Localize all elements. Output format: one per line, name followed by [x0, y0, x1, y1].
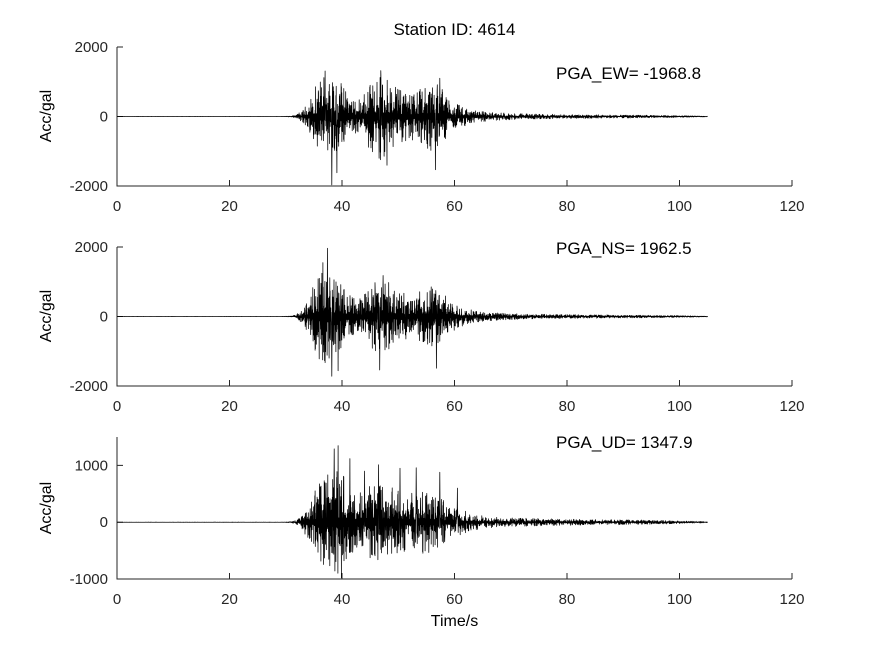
pga-annotation-ew: PGA_EW= -1968.8: [556, 64, 702, 83]
ew-xtick-label: 0: [113, 198, 121, 215]
ew-ytick-label: 2000: [75, 39, 108, 56]
ew-xtick-label: 80: [559, 198, 576, 215]
ns-xtick-label: 40: [334, 398, 351, 415]
ew-trace: [116, 70, 708, 186]
ns-ytick-label: 2000: [75, 239, 108, 256]
figure-title: Station ID: 4614: [393, 20, 516, 39]
ud-xtick-label: 20: [221, 591, 238, 608]
ud-xtick-label: 100: [667, 591, 692, 608]
ud-xtick-label: 40: [334, 591, 351, 608]
ns-xtick-label: 0: [113, 398, 121, 415]
y-axis-label-ud-text: Acc/gal: [38, 481, 55, 535]
ud-xtick-label: 120: [779, 591, 804, 608]
ud-ytick-label: 1000: [75, 457, 108, 474]
ns-ytick-label: 0: [100, 309, 108, 326]
ns-trace: [116, 247, 708, 377]
ns-xtick-label: 100: [667, 398, 692, 415]
pga-annotation-ud: PGA_UD= 1347.9: [556, 433, 693, 452]
ns-ytick-label: -2000: [70, 378, 108, 395]
ud-xtick-label: 60: [446, 591, 463, 608]
ud-ytick-label: -1000: [70, 571, 108, 588]
ns-subplot: -2000 0 2000 0 20 40 60 80 100 120: [70, 239, 805, 415]
ud-axes: [116, 437, 793, 580]
ew-xtick-label: 20: [221, 198, 238, 215]
ew-ytick-label: 0: [100, 109, 108, 126]
ew-xtick-label: 60: [446, 198, 463, 215]
ew-xtick-label: 40: [334, 198, 351, 215]
ew-ytick-label: -2000: [70, 178, 108, 195]
ew-xtick-label: 120: [779, 198, 804, 215]
x-axis-label: Time/s: [430, 613, 479, 630]
ud-trace: [116, 445, 708, 579]
ud-ytick-label: 0: [100, 514, 108, 531]
ew-subplot: -2000 0 2000 0 20 40 60 80 100 120: [70, 39, 805, 215]
ns-xtick-label: 60: [446, 398, 463, 415]
ud-subplot: -1000 0 1000 0 20 40 60 80 100 120: [70, 437, 805, 608]
ud-xtick-label: 80: [559, 591, 576, 608]
y-axis-label-ns-text: Acc/gal: [38, 289, 55, 343]
y-axis-label-ew-text: Acc/gal: [38, 89, 55, 143]
ew-xtick-label: 100: [667, 198, 692, 215]
ns-xtick-label: 80: [559, 398, 576, 415]
ns-xtick-label: 120: [779, 398, 804, 415]
ns-xtick-label: 20: [221, 398, 238, 415]
pga-annotation-ns: PGA_NS= 1962.5: [556, 239, 692, 258]
ud-xtick-label: 0: [113, 591, 121, 608]
